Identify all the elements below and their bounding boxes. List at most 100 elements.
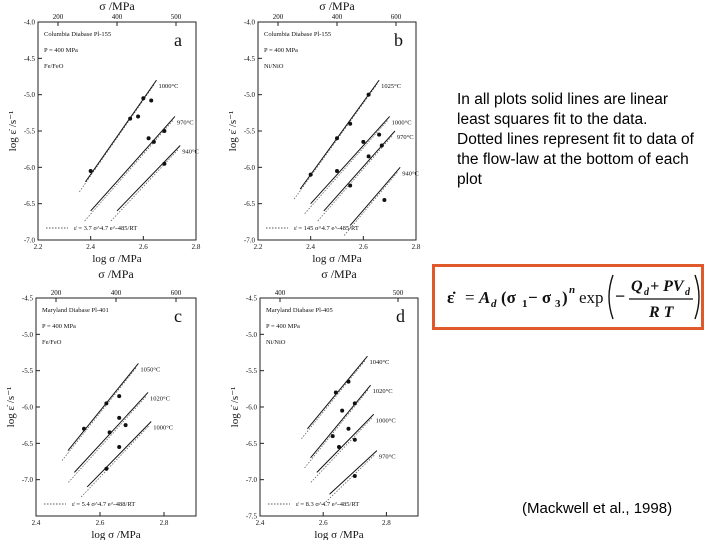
data-point <box>361 139 366 144</box>
y-tick-label: -7.0 <box>244 237 256 245</box>
least-squares-fit-line <box>86 421 152 488</box>
x-tick-label: 2.8 <box>382 519 391 527</box>
data-point <box>107 430 112 435</box>
plot-frame <box>35 297 197 517</box>
data-point <box>352 474 357 479</box>
x-tick-label: 2.6 <box>139 243 148 251</box>
material-label: Maryland Diabase Pl-405 <box>266 307 333 314</box>
plot-frame <box>37 21 197 241</box>
eq-sigma3-sub: 3 <box>555 298 561 310</box>
data-point <box>128 116 133 121</box>
data-point <box>104 401 109 406</box>
data-point <box>308 172 313 177</box>
series-label: 1025°C <box>381 83 401 90</box>
chart-a-svg: σ /MPa 200 400 500 2.2 2.4 2.6 2.8 -4.0 -4.5 -5.0 -… <box>7 0 201 265</box>
eq-exponent-n: n <box>569 284 575 296</box>
series-label: 1020°C <box>373 388 393 395</box>
flow-law-label: ε̇ = 3.7 σ^4.7 e^-485/RT <box>74 225 137 232</box>
x-axis-label: log σ /MPa <box>314 529 363 540</box>
data-point <box>352 437 357 442</box>
flow-law-fit-line <box>293 83 378 200</box>
flow-law-label: ε̇ = 8.3 σ^4.7 e^-485/RT <box>296 501 359 508</box>
series-label: 970°C <box>379 454 396 461</box>
chart-b-svg: σ /MPa 200 400 600 2.2 2.4 2.6 2.8 -4.0 -4.5 -5.0 -… <box>227 0 421 265</box>
data-point <box>382 198 387 203</box>
flow-law-fit-line <box>304 388 369 469</box>
data-point <box>162 161 167 166</box>
flow-law-fit-line <box>79 83 155 193</box>
panel-letter: a <box>174 30 182 50</box>
top-axis-label: σ /MPa <box>321 268 357 281</box>
series-label: 1000°C <box>153 425 173 432</box>
series-label: 940°C <box>182 149 199 156</box>
y-tick-label: -6.5 <box>22 440 34 448</box>
y-tick-label: -4.5 <box>244 55 256 63</box>
x-axis-label: log σ /MPa <box>92 253 141 265</box>
y-axis-label: log ε̇ /s⁻¹ <box>227 111 239 152</box>
data-point <box>123 423 128 428</box>
least-squares-fit-line <box>84 79 157 183</box>
series-label: 940°C <box>402 170 419 177</box>
top-tick-label: 500 <box>171 13 182 21</box>
eq-numerator-q: Q <box>631 278 643 295</box>
y-tick-label: -6.5 <box>246 440 258 448</box>
material-label: Columbia Diabase Pl-155 <box>264 31 331 38</box>
top-tick-label: 400 <box>112 13 123 21</box>
eq-right-paren <box>694 274 700 320</box>
buffer-label: Ni/NiO <box>264 63 284 70</box>
eq-exp: exp <box>579 288 604 307</box>
chart-panel-a: σ /MPa 200 400 500 2.2 2.4 2.6 2.8 -4.0 -4.5 -5.0 -… <box>0 0 215 265</box>
data-point <box>366 154 371 159</box>
material-label: Columbia Diabase Pl-155 <box>44 31 111 38</box>
data-point <box>346 426 351 431</box>
y-tick-label: -5.5 <box>246 367 258 375</box>
series-label: 1000°C <box>392 119 412 126</box>
series-label: 970°C <box>397 134 414 141</box>
eq-numerator-pv: + PV <box>650 278 685 295</box>
flow-law-fit-line <box>317 134 394 222</box>
y-tick-label: -4.5 <box>246 295 258 303</box>
least-squares-fit-line <box>67 363 139 451</box>
eq-sigma1: (σ <box>501 288 517 307</box>
series-label: 1000°C <box>159 83 179 90</box>
y-tick-label: -6.5 <box>24 200 36 208</box>
caption-text: In all plots solid lines are linear leas… <box>457 91 694 188</box>
data-point <box>377 132 382 137</box>
top-tick-label: 400 <box>332 13 343 21</box>
buffer-label: Fe/FeO <box>44 63 64 70</box>
top-axis-label: σ /MPa <box>319 0 355 13</box>
pressure-label: P = 400 MPa <box>264 47 298 54</box>
data-point <box>335 136 339 141</box>
data-point <box>330 434 335 439</box>
pressure-label: P = 400 MPa <box>42 323 76 330</box>
pressure-label: P = 400 MPa <box>266 323 300 330</box>
x-tick-label: 2.8 <box>412 243 421 251</box>
panel-letter: d <box>396 306 405 326</box>
chart-panel-c: σ /MPa 200 400 600 2.4 2.6 2.8 -4.5 -5.0 -5.5 -6.0… <box>0 268 215 540</box>
plot-frame <box>257 21 417 241</box>
eq-a-sub: d <box>491 298 497 310</box>
y-tick-label: -4.5 <box>22 295 34 303</box>
data-point <box>88 168 93 173</box>
data-point <box>117 415 122 420</box>
data-point <box>117 394 122 399</box>
data-point <box>146 136 151 141</box>
data-point <box>141 96 146 101</box>
data-point <box>162 129 167 133</box>
y-tick-label: -7.5 <box>246 513 258 521</box>
data-point <box>136 114 141 119</box>
eq-denominator: R T <box>648 304 675 321</box>
top-axis-label: σ /MPa <box>98 268 134 281</box>
material-label: Maryland Diabase Pl-401 <box>42 307 109 314</box>
flow-law-equation-box: ε̇ = A d (σ 1 − σ 3 ) n exp − Q d + PV d… <box>432 264 704 330</box>
y-tick-label: -5.0 <box>244 91 256 99</box>
y-tick-label: -5.0 <box>246 331 258 339</box>
data-point <box>340 408 345 413</box>
x-tick-label: 2.6 <box>96 519 105 527</box>
x-tick-label: 2.8 <box>160 519 169 527</box>
plot-frame <box>259 297 419 517</box>
data-point <box>366 92 371 97</box>
least-squares-fit-line <box>310 116 391 205</box>
eq-strain-rate: ε̇ <box>447 288 456 307</box>
x-tick-label: 2.6 <box>319 519 328 527</box>
